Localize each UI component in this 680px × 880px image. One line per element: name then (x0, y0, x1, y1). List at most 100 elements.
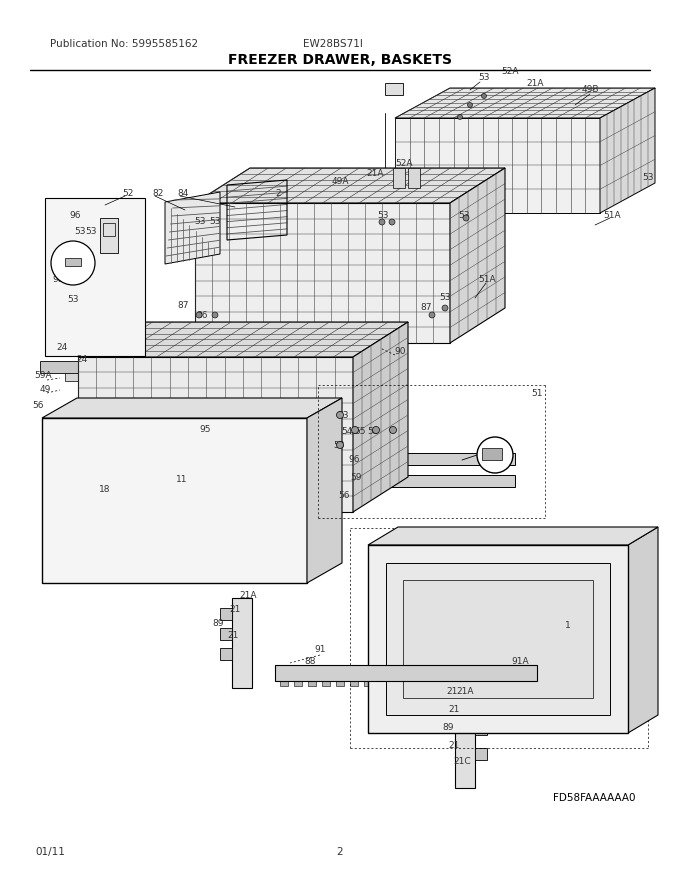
Polygon shape (403, 580, 593, 698)
Bar (220, 648, 232, 660)
Text: 91: 91 (314, 646, 326, 655)
Polygon shape (395, 118, 600, 213)
Text: 53: 53 (377, 210, 389, 219)
Bar (475, 723, 487, 735)
Text: 1: 1 (565, 620, 571, 629)
Bar (455, 693, 475, 788)
Text: 53: 53 (67, 296, 79, 304)
Bar (406, 681, 414, 686)
Polygon shape (395, 88, 655, 118)
Polygon shape (195, 168, 505, 203)
Text: 56: 56 (32, 400, 44, 409)
Text: 53: 53 (439, 292, 451, 302)
Text: 52A: 52A (395, 158, 413, 167)
Bar (50, 334, 140, 344)
Polygon shape (275, 665, 537, 681)
Text: 51A: 51A (478, 275, 496, 284)
Bar (330, 453, 515, 465)
Bar (336, 681, 344, 686)
Bar (518, 681, 526, 686)
Polygon shape (165, 192, 220, 264)
Bar (330, 475, 515, 487)
Circle shape (337, 442, 343, 449)
Circle shape (196, 312, 202, 318)
Text: 89: 89 (442, 723, 454, 732)
Text: 97: 97 (491, 443, 503, 451)
Circle shape (477, 437, 513, 473)
Bar (322, 681, 330, 686)
Text: 86: 86 (197, 311, 208, 319)
Text: 59A: 59A (34, 370, 52, 379)
Text: 01/11: 01/11 (35, 847, 65, 857)
Bar (420, 681, 428, 686)
Circle shape (481, 93, 486, 99)
Bar (67, 538, 282, 560)
Text: 89: 89 (212, 619, 224, 627)
Text: 53: 53 (478, 74, 490, 83)
Bar (378, 681, 386, 686)
Bar (220, 628, 232, 640)
Text: 53: 53 (367, 427, 379, 436)
Circle shape (429, 312, 435, 318)
Polygon shape (628, 527, 658, 733)
Text: 84: 84 (177, 188, 188, 197)
Circle shape (458, 114, 462, 120)
Bar (280, 681, 288, 686)
Polygon shape (42, 418, 307, 583)
Text: 21A: 21A (239, 590, 257, 599)
Text: 21C: 21C (453, 758, 471, 766)
Text: 53: 53 (333, 442, 345, 451)
Bar (57, 266, 133, 276)
Polygon shape (393, 168, 405, 188)
Text: 21: 21 (229, 605, 241, 614)
Circle shape (337, 412, 343, 419)
Text: 51A: 51A (603, 210, 621, 219)
Polygon shape (353, 322, 408, 512)
Bar (462, 681, 470, 686)
Bar (475, 748, 487, 760)
Circle shape (390, 427, 396, 434)
Bar (350, 681, 358, 686)
Text: 82: 82 (152, 188, 164, 197)
Circle shape (389, 219, 395, 225)
Text: 49A: 49A (331, 178, 349, 187)
Polygon shape (42, 398, 342, 418)
Bar (294, 681, 302, 686)
Bar (392, 681, 400, 686)
Polygon shape (195, 203, 450, 343)
Polygon shape (386, 563, 610, 715)
Text: 59: 59 (350, 473, 362, 481)
Text: 21: 21 (448, 706, 460, 715)
Polygon shape (368, 545, 628, 733)
Text: 51: 51 (531, 388, 543, 398)
Bar (65, 373, 110, 381)
Text: 21: 21 (448, 740, 460, 750)
Circle shape (379, 219, 385, 225)
Bar (308, 681, 316, 686)
Circle shape (51, 241, 95, 285)
Polygon shape (307, 398, 342, 583)
Text: 55: 55 (354, 427, 366, 436)
Text: 53: 53 (458, 211, 470, 221)
Text: 53: 53 (74, 228, 86, 237)
Bar (476, 681, 484, 686)
Text: 53: 53 (194, 217, 206, 226)
Text: 53: 53 (209, 217, 221, 226)
Text: 95: 95 (199, 426, 211, 435)
Text: FREEZER DRAWER, BASKETS: FREEZER DRAWER, BASKETS (228, 53, 452, 67)
Text: Publication No: 5995585162: Publication No: 5995585162 (50, 39, 198, 49)
Text: 11: 11 (176, 475, 188, 485)
Polygon shape (450, 168, 505, 343)
Text: 53: 53 (642, 173, 653, 182)
Polygon shape (408, 168, 420, 188)
Polygon shape (385, 83, 403, 95)
Circle shape (442, 305, 448, 311)
Text: 55: 55 (70, 244, 82, 253)
Circle shape (212, 312, 218, 318)
Bar (40, 361, 100, 373)
Text: 53: 53 (63, 255, 73, 265)
Text: 21A: 21A (456, 686, 474, 695)
Text: 54: 54 (341, 427, 353, 436)
Polygon shape (100, 218, 118, 253)
Bar (482, 448, 502, 460)
